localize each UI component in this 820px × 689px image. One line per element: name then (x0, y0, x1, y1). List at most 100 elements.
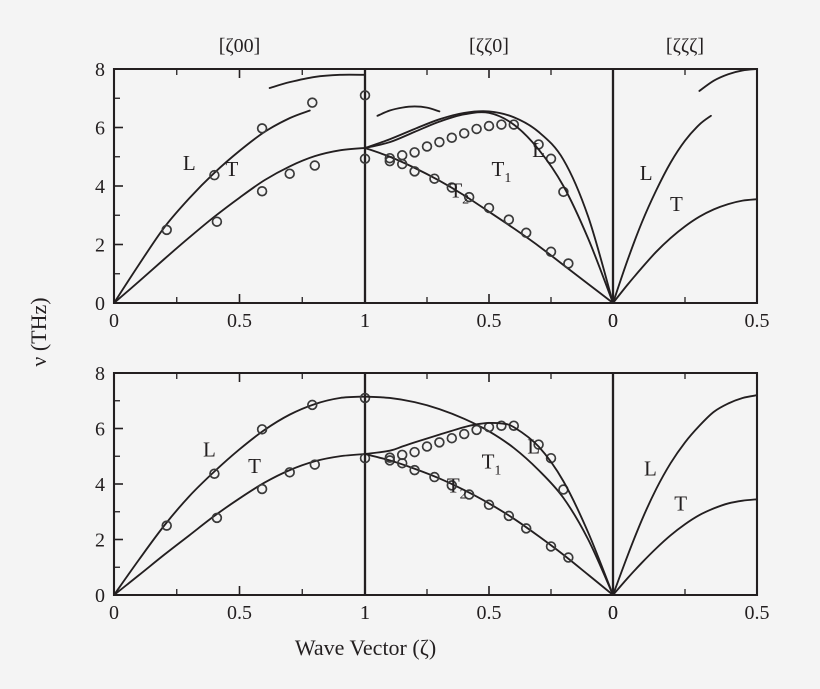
branch-label-L: L (203, 437, 216, 461)
x-tick-label: 0.5 (745, 310, 770, 332)
branch-curve-L (612, 394, 757, 595)
axis-title-group: Wave Vector (ζ) ν (THz) (26, 297, 436, 660)
x-tick-label: 0 (608, 602, 618, 624)
data-point-T2 (483, 202, 495, 214)
data-point-L (471, 123, 482, 135)
data-point-L (161, 520, 172, 531)
x-tick-label: 0.5 (227, 602, 252, 624)
data-point-L (359, 392, 371, 404)
panel-title-group: [ζ00] [ζζ0] [ζζζ] (219, 35, 704, 57)
branch-label-T: T (674, 491, 687, 515)
data-point-T2 (503, 510, 515, 522)
data-point-T2 (429, 173, 440, 184)
data-point-T2 (520, 227, 532, 239)
data-point-T2 (520, 523, 532, 534)
data-point-L (307, 399, 318, 411)
data-point-L (256, 424, 268, 435)
data-point-T (359, 153, 371, 165)
branch-curve-optic-arc (698, 69, 757, 92)
data-point-T (284, 168, 295, 179)
data-point-L (496, 420, 507, 431)
data-point-L (508, 119, 520, 130)
data-point-T2 (563, 258, 574, 269)
x-tick-label: 0 (608, 310, 618, 332)
y-tick-label: 2 (95, 530, 105, 552)
data-point-T2 (483, 499, 495, 511)
x-tick-label: 0 (608, 310, 618, 332)
data-point-L (434, 136, 445, 148)
branch-curve-L (114, 109, 311, 303)
x-tick-label: 0 (109, 310, 119, 332)
y-tick-label: 4 (95, 474, 105, 496)
branch-curve-T (612, 198, 757, 303)
data-point-L (161, 224, 172, 236)
data-point-L (209, 169, 220, 181)
x-tick-label: 0.5 (745, 602, 770, 624)
y-tick-label: 0 (95, 585, 105, 607)
data-point-T2 (545, 246, 557, 258)
branch-label-T: T (226, 157, 239, 181)
branch-curve-L (612, 114, 712, 303)
branch-label-T: T (248, 454, 261, 478)
data-point-L (409, 147, 420, 158)
data-point-L (483, 120, 495, 132)
data-point-T2 (446, 182, 458, 193)
branch-label-L: L (640, 161, 653, 185)
panel-frame (112, 67, 759, 305)
data-point-T (211, 216, 223, 227)
data-point-T (309, 459, 321, 470)
x-tick-label: 0.5 (477, 310, 502, 332)
data-point-T2 (409, 166, 420, 177)
x-tick-label: 1 (360, 310, 370, 332)
y-tick-label: 6 (95, 118, 105, 140)
data-point-L (421, 141, 433, 152)
data-point-L (458, 428, 470, 440)
data-point-T2 (429, 471, 440, 483)
data-point-L (209, 468, 220, 479)
branch-curve-optic-arc (268, 73, 366, 89)
branch-curve-T (612, 498, 757, 595)
data-point-L (359, 90, 371, 101)
data-point-T2 (384, 152, 396, 164)
branch-label-L: L (527, 434, 540, 458)
data-point-L (307, 97, 318, 108)
data-point-L (496, 119, 507, 130)
y-tick-label: 8 (95, 59, 105, 81)
branch-curve-L (364, 110, 614, 303)
y-axis-title: ν (THz) (26, 297, 51, 366)
data-point-L (446, 132, 458, 143)
data-point-L (471, 424, 482, 436)
data-point-L (446, 432, 458, 444)
x-tick-label: 1 (360, 602, 370, 624)
data-point-L (458, 128, 470, 139)
data-point-T2 (396, 158, 408, 170)
data-point-T (256, 186, 268, 197)
data-point-L (409, 446, 420, 458)
x-tick-label: 0.5 (227, 310, 252, 332)
branch-curve-T (114, 453, 366, 595)
data-point-T2 (463, 489, 475, 500)
data-point-T (211, 512, 223, 524)
data-point-T2 (446, 480, 458, 491)
data-point-T2 (503, 214, 515, 225)
branch-label-L: L (644, 457, 657, 481)
x-tick-label: 0 (608, 602, 618, 624)
y-tick-label: 4 (95, 176, 105, 198)
data-point-L (533, 439, 544, 450)
branch-label-L: L (183, 151, 196, 175)
branch-curve-optic-arc (376, 105, 441, 117)
panel-title-3: [ζζζ] (666, 35, 704, 57)
data-point-T2 (545, 541, 557, 552)
x-tick-label: 0 (109, 602, 119, 624)
x-tick-label: 0.5 (477, 602, 502, 624)
data-point-T (309, 160, 321, 171)
data-point-L (256, 123, 268, 134)
y-tick-label: 0 (95, 293, 105, 315)
panel-title-1: [ζ00] (219, 35, 261, 57)
branch-curve-T1 (364, 421, 614, 595)
